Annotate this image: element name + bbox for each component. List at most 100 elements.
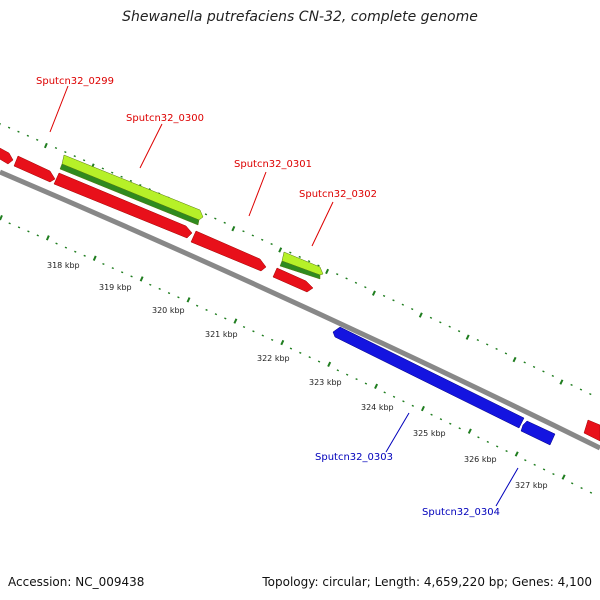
minor-tick [214,313,218,316]
minor-tick [504,352,508,355]
minor-tick [589,491,593,494]
minor-tick [336,369,339,372]
feature-bar-dark-0300[interactable] [59,163,200,226]
minor-tick [439,321,442,324]
minor-tick [270,338,274,341]
minor-tick [158,287,161,290]
gene-arrow-0303[interactable] [332,326,525,429]
major-tick [45,235,50,241]
gene-label-0302[interactable]: Sputcn32_0302 [299,189,377,200]
major-tick [92,255,97,261]
gene-label-0300[interactable]: Sputcn32_0300 [126,113,204,124]
leader-line-0304 [495,467,519,507]
minor-tick [130,275,133,278]
minor-tick [430,413,433,416]
minor-tick [111,171,114,174]
minor-tick [27,230,30,233]
minor-tick [485,343,489,346]
leader-line-0303 [385,412,410,453]
minor-tick [449,422,452,425]
minor-tick [8,222,11,225]
feature-bar-light-0302[interactable] [281,251,324,276]
scale-label-324: 324 kbp [361,403,394,412]
minor-tick [120,271,124,274]
leader-line-0302 [311,201,334,247]
minor-tick [345,277,348,280]
minor-tick [289,251,292,254]
minor-tick [552,472,555,476]
gene-label-0299[interactable]: Sputcn32_0299 [36,76,114,87]
minor-tick [317,360,321,363]
gene-label-0304[interactable]: Sputcn32_0304 [422,507,500,518]
minor-tick [570,482,574,485]
minor-tick [383,391,386,394]
scale-label-326: 326 kbp [464,455,497,464]
minor-tick [317,264,320,267]
minor-tick [149,283,152,286]
genome-backbone [0,169,600,451]
minor-tick [298,255,301,258]
gene-arrow-0300[interactable] [53,172,193,239]
gene-arrow-0302[interactable] [272,267,314,293]
minor-tick [401,303,405,306]
minor-tick [551,374,555,377]
feature-bars [59,154,324,280]
major-tick [280,339,285,346]
feature-bar-light-0300[interactable] [61,154,204,221]
minor-tick [580,486,583,490]
minor-tick [55,242,58,245]
feature-bar-dark-0302[interactable] [279,260,321,280]
inner-tick-ring [0,215,593,494]
minor-tick [73,155,76,158]
forward-strand-genes [0,147,600,442]
minor-tick [223,221,226,224]
minor-tick [289,347,293,350]
minor-tick [476,338,480,342]
major-tick [467,428,472,434]
gene-arrow-0299[interactable] [13,155,56,183]
major-tick [43,142,48,149]
minor-tick [270,242,273,246]
minor-tick [167,292,171,295]
major-tick [418,312,423,318]
minor-tick [570,383,573,387]
minor-tick [457,330,461,333]
accession-text: Accession: NC_009438 [8,575,145,589]
minor-tick [120,175,123,178]
major-tick [327,361,332,368]
major-tick [278,247,283,253]
scale-label-319: 319 kbp [99,283,132,292]
minor-tick [129,179,133,182]
scale-label-320: 320 kbp [152,306,185,315]
gene-arrow-0301[interactable] [190,230,267,272]
minor-tick [533,463,536,466]
minor-tick [36,234,39,237]
gene-label-0301[interactable]: Sputcn32_0301 [234,159,312,170]
minor-tick [495,347,498,351]
minor-tick [336,273,339,276]
minor-tick [308,356,311,359]
scale-label-325: 325 kbp [413,429,446,438]
minor-tick [26,134,30,137]
major-tick [561,474,566,480]
scale-label-321: 321 kbp [205,330,238,339]
minor-tick [579,388,583,391]
gene-arrow-0305[interactable] [583,419,600,442]
leader-line-0301 [248,171,267,217]
minor-tick [74,250,77,253]
minor-tick [439,418,443,421]
minor-tick [392,395,396,398]
minor-tick [307,260,311,263]
minor-tick [252,330,255,333]
minor-tick [195,304,199,307]
minor-tick [458,427,461,430]
minor-tick [429,316,433,319]
gene-arrow-0304[interactable] [520,420,556,446]
major-tick [0,215,3,221]
minor-tick [17,130,20,133]
minor-tick [505,449,508,453]
gene-label-0303[interactable]: Sputcn32_0303 [315,452,393,463]
scale-label-323: 323 kbp [309,378,342,387]
minor-tick [54,146,58,150]
gene-arrow-0298[interactable] [0,147,14,165]
